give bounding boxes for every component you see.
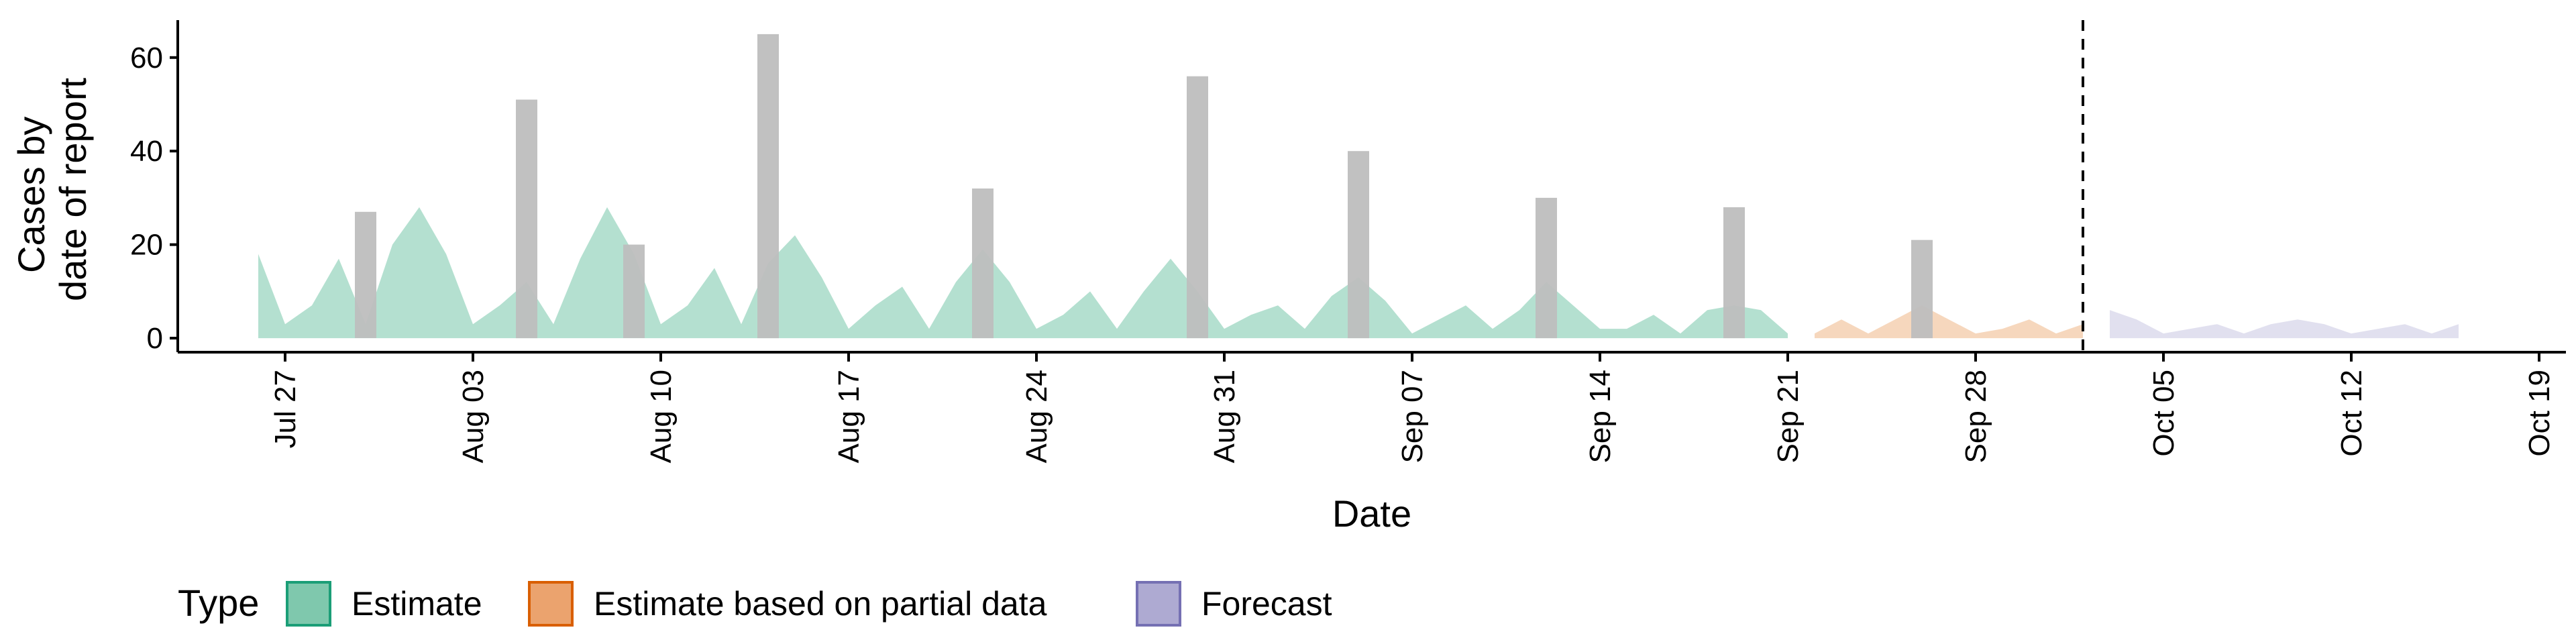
x-tick-label: Aug 03 xyxy=(457,370,490,463)
y-axis-title-line-2: date of report xyxy=(52,78,94,302)
x-tick-label: Sep 14 xyxy=(1584,370,1617,463)
reported-cases-bar xyxy=(1348,151,1369,339)
reported-cases-bar xyxy=(623,244,645,338)
x-tick-label: Oct 12 xyxy=(2335,370,2368,457)
x-tick-label: Sep 21 xyxy=(1772,370,1805,463)
reported-cases-bars xyxy=(355,34,1933,339)
legend-swatch xyxy=(286,581,331,627)
legend-label: Forecast xyxy=(1201,585,1332,623)
reported-cases-bar xyxy=(757,34,779,339)
x-tick-label: Jul 27 xyxy=(269,370,302,448)
legend-swatch xyxy=(1136,581,1181,627)
y-tick-label: 20 xyxy=(130,229,163,262)
reported-cases-bar xyxy=(1187,76,1208,339)
reported-cases-bar xyxy=(1536,197,1557,339)
legend-title: Type xyxy=(178,582,259,624)
y-tick-label: 40 xyxy=(130,135,163,168)
reported-cases-bar xyxy=(972,189,994,339)
legend-swatch xyxy=(528,581,574,627)
area-estimate-based-on-partial-data xyxy=(1815,305,2083,339)
y-axis-title: Cases by date of report xyxy=(10,78,94,302)
x-axis-title: Date xyxy=(1332,492,1411,535)
legend: Type Estimate Estimate based on partial d… xyxy=(178,581,1332,627)
x-tick-label: Aug 10 xyxy=(645,370,678,463)
y-tick-label: 60 xyxy=(130,42,163,74)
y-axis-title-line-1: Cases by xyxy=(10,117,52,273)
legend-item-estimate-based-on-partial-data: Estimate based on partial data xyxy=(528,581,1047,627)
legend-label: Estimate xyxy=(352,585,482,623)
x-axis-ticks: Jul 27 Aug 03 Aug 10 Aug 17 Aug 24 Aug 31 Sep … xyxy=(269,352,2556,463)
x-tick-label: Sep 28 xyxy=(1960,370,1992,463)
reported-cases-bar xyxy=(1723,207,1745,339)
legend-item-estimate: Estimate xyxy=(286,581,482,627)
area-estimate xyxy=(258,207,1788,339)
x-tick-label: Oct 05 xyxy=(2147,370,2180,457)
x-tick-label: Sep 07 xyxy=(1396,370,1429,463)
x-tick-label: Aug 24 xyxy=(1020,370,1053,463)
y-axis-ticks: 0 20 40 60 xyxy=(130,42,178,355)
legend-item-forecast: Forecast xyxy=(1136,581,1332,627)
reported-cases-bar xyxy=(516,99,537,339)
x-tick-label: Aug 17 xyxy=(833,370,865,463)
x-tick-label: Aug 31 xyxy=(1208,370,1241,463)
x-tick-label: Oct 19 xyxy=(2523,370,2556,457)
reported-cases-bar xyxy=(1911,239,1933,339)
reported-cases-bar xyxy=(355,211,376,338)
y-tick-label: 0 xyxy=(147,322,163,355)
legend-items: Estimate Estimate based on partial data Fo… xyxy=(286,581,1332,627)
area-forecast xyxy=(2110,310,2459,339)
legend-label: Estimate based on partial data xyxy=(594,585,1047,623)
